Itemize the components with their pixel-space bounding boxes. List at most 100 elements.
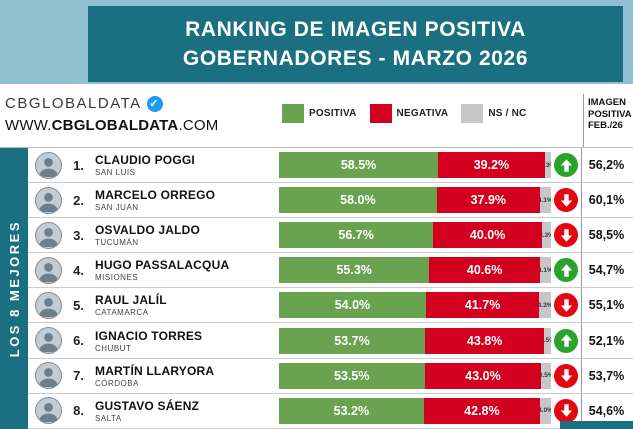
arrow-icon xyxy=(560,158,572,172)
brand-band: CBGLOBALDATA ✓ WWW.CBGLOBALDATA.COM POSI… xyxy=(0,84,633,148)
website-prefix: WWW. xyxy=(5,117,52,134)
logo-text: CBGLOBALDATA xyxy=(5,95,142,112)
website-suffix: .COM xyxy=(178,117,219,134)
stacked-bar: 53.5% 43.0% 3.5% xyxy=(279,362,551,389)
trend-cell xyxy=(551,363,581,388)
table-row: 5. RAUL JALÍL CATAMARCA 54.0% 41.7% 4.3%… xyxy=(28,288,633,324)
avatar xyxy=(35,256,62,284)
table-row: 6. IGNACIO TORRES CHUBUT 53.7% 43.8% 2.5… xyxy=(28,323,633,359)
trend-cell xyxy=(551,258,581,283)
arrow-icon xyxy=(560,334,572,347)
governor-name: IGNACIO TORRES xyxy=(95,328,203,343)
governor-info: IGNACIO TORRES CHUBUT xyxy=(86,329,279,353)
stacked-bar: 58.5% 39.2% 2.3% xyxy=(279,152,551,179)
positive-value: 58.0% xyxy=(340,193,376,208)
positive-segment: 56.7% xyxy=(279,222,434,249)
province-name: SAN LUIS xyxy=(95,168,136,178)
positive-segment: 53.7% xyxy=(279,327,426,354)
trend-cell xyxy=(551,328,581,353)
table-row: 4. HUGO PASSALACQUA MISIONES 55.3% 40.6%… xyxy=(28,253,633,289)
page-title: RANKING DE IMAGEN POSITIVA GOBERNADORES … xyxy=(88,6,623,82)
negative-value: 37.9% xyxy=(470,193,507,208)
governor-name: HUGO PASSALACQUA xyxy=(95,258,230,273)
nsnc-segment: 2.5% xyxy=(544,327,551,354)
header-frame: RANKING DE IMAGEN POSITIVA GOBERNADORES … xyxy=(0,0,633,84)
title-line-2: GOBERNADORES - MARZO 2026 xyxy=(182,47,529,70)
legend-item-negativa: NEGATIVA xyxy=(369,104,449,123)
nsnc-value: 4.1% xyxy=(540,266,551,274)
trend-indicator xyxy=(554,293,578,318)
table-row: 8. GUSTAVO SÁENZ SALTA 53.2% 42.8% 4.0% … xyxy=(28,393,633,429)
arrow-icon xyxy=(560,228,572,242)
governor-name: MARCELO ORREGO xyxy=(95,188,216,203)
table-row: 3. OSVALDO JALDO TUCUMÁN 56.7% 40.0% 3.3… xyxy=(28,218,633,254)
table-row: 2. MARCELO ORREGO SAN JUAN 58.0% 37.9% 4… xyxy=(28,183,633,219)
trend-indicator xyxy=(554,398,578,423)
positive-segment: 55.3% xyxy=(279,257,430,284)
stacked-bar: 54.0% 41.7% 4.3% xyxy=(279,292,551,319)
negative-value: 43.0% xyxy=(465,368,501,383)
ranking-table: LOS 8 MEJORES 1. CLAUDIO POGGI SAN LUIS … xyxy=(0,148,633,429)
avatar xyxy=(35,397,62,425)
governor-name: RAUL JALÍL xyxy=(95,293,167,308)
negative-value: 43.8% xyxy=(466,333,503,348)
legend-label: NS / NC xyxy=(488,108,527,119)
province-name: TUCUMÁN xyxy=(95,238,139,248)
avatar xyxy=(35,186,62,214)
positive-value: 58.5% xyxy=(340,158,377,173)
nsnc-value: 2.5% xyxy=(544,337,551,345)
negative-value: 41.7% xyxy=(464,298,501,313)
sidebar-label: LOS 8 MEJORES xyxy=(6,219,22,358)
title-line-1: RANKING DE IMAGEN POSITIVA xyxy=(185,18,526,41)
governor-name: CLAUDIO POGGI xyxy=(95,153,195,168)
arrow-icon xyxy=(560,264,572,277)
nsnc-segment: 4.3% xyxy=(539,292,551,319)
negative-segment: 40.0% xyxy=(433,222,543,249)
rank-number: 7. xyxy=(73,368,84,384)
trend-indicator xyxy=(554,363,578,388)
province-name: CHUBUT xyxy=(95,343,132,353)
negative-value: 40.0% xyxy=(469,228,506,243)
positive-value: 56.7% xyxy=(338,228,374,243)
legend: POSITIVA NEGATIVA NS / NC xyxy=(282,104,526,123)
arrow-icon xyxy=(560,404,572,417)
nsnc-segment: 4.1% xyxy=(539,257,551,284)
nsnc-value: 4.1% xyxy=(540,196,551,204)
feb-value: 60,1% xyxy=(581,183,631,218)
nsnc-value: 3.5% xyxy=(541,372,551,380)
positive-value: 53.5% xyxy=(334,368,370,383)
nsnc-value: 4.3% xyxy=(539,301,551,309)
governor-info: CLAUDIO POGGI SAN LUIS xyxy=(86,153,279,177)
feb-value: 56,2% xyxy=(581,148,631,183)
governor-info: OSVALDO JALDO TUCUMÁN xyxy=(86,223,279,247)
governor-info: RAUL JALÍL CATAMARCA xyxy=(86,293,279,317)
legend-label: POSITIVA xyxy=(309,108,357,119)
negative-segment: 40.6% xyxy=(429,257,540,284)
logo: CBGLOBALDATA ✓ xyxy=(5,95,218,112)
avatar xyxy=(35,291,62,319)
verified-check-icon: ✓ xyxy=(146,95,163,112)
trend-cell xyxy=(551,398,581,423)
avatar xyxy=(35,327,62,355)
website-bold: CBGLOBALDATA xyxy=(51,117,179,134)
positive-value: 55.3% xyxy=(336,263,372,278)
positive-segment: 58.0% xyxy=(279,187,437,214)
province-name: CÓRDOBA xyxy=(95,378,139,388)
positiva-swatch xyxy=(282,104,304,123)
trend-cell xyxy=(551,223,581,248)
nsnc-segment: 3.5% xyxy=(541,362,551,389)
stacked-bar: 53.7% 43.8% 2.5% xyxy=(279,327,551,354)
table-row: 1. CLAUDIO POGGI SAN LUIS 58.5% 39.2% 2.… xyxy=(28,148,633,184)
nsnc-segment: 2.3% xyxy=(544,152,551,179)
feb-value: 58,5% xyxy=(581,218,631,253)
website-url: WWW.CBGLOBALDATA.COM xyxy=(5,117,218,134)
governor-name: GUSTAVO SÁENZ xyxy=(95,398,200,413)
trend-cell xyxy=(551,293,581,318)
nsnc-segment: 4.1% xyxy=(539,187,551,214)
rank-number: 2. xyxy=(73,192,84,208)
rank-number: 8. xyxy=(73,403,84,419)
stacked-bar: 58.0% 37.9% 4.1% xyxy=(279,187,551,214)
arrow-icon xyxy=(560,299,572,312)
arrow-icon xyxy=(560,369,572,382)
arrow-icon xyxy=(560,193,572,207)
